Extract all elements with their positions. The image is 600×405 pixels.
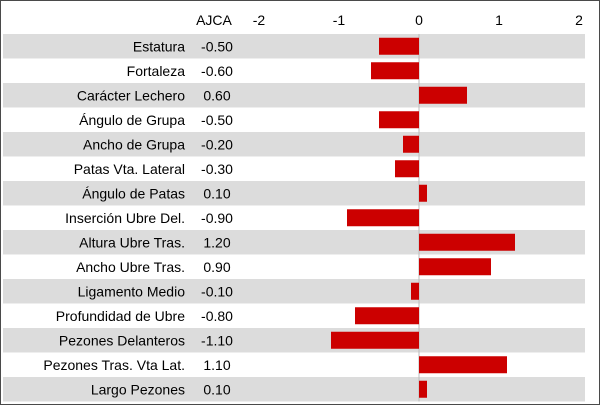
- trait-label: Ángulo de Grupa: [79, 112, 185, 128]
- value-label: -0.60: [201, 63, 233, 79]
- trait-label: Ancho de Grupa: [83, 136, 185, 152]
- bar: [379, 111, 419, 129]
- value-label: -0.90: [201, 210, 233, 226]
- value-label: 0.10: [203, 185, 230, 201]
- x-tick-label: -2: [253, 12, 266, 28]
- row-band: [3, 181, 585, 206]
- bar: [379, 37, 419, 55]
- x-tick-label: 2: [575, 12, 583, 28]
- row-band: [3, 34, 585, 59]
- bar: [347, 209, 419, 227]
- row-band: [3, 328, 585, 353]
- bar: [395, 160, 419, 178]
- bars: [331, 37, 515, 398]
- bar: [419, 258, 491, 276]
- trait-label: Estatura: [133, 38, 185, 54]
- bar: [419, 233, 515, 251]
- value-label: -0.10: [201, 283, 233, 299]
- trait-label: Largo Pezones: [91, 381, 185, 397]
- row-band: [3, 107, 585, 132]
- trait-label: Fortaleza: [127, 63, 186, 79]
- bar: [403, 135, 419, 153]
- trait-label: Altura Ubre Tras.: [79, 234, 185, 250]
- trait-label: Pezones Tras. Vta Lat.: [43, 357, 185, 373]
- x-tick-label: 0: [415, 12, 423, 28]
- bar: [355, 307, 419, 325]
- value-label: 0.90: [203, 259, 230, 275]
- value-labels: -0.50 -0.60 0.60 -0.50 -0.20 -0.30 0.10 -0.90 1.…: [201, 38, 233, 397]
- trait-label: Ángulo de Patas: [82, 185, 185, 201]
- trait-labels: Estatura Fortaleza Carácter Lechero Ángulo …: [43, 38, 185, 397]
- row-band: [3, 205, 585, 230]
- value-label: 1.10: [203, 357, 230, 373]
- value-label: 0.10: [203, 381, 230, 397]
- row-band: [3, 279, 585, 304]
- value-column-header: AJCA: [196, 12, 232, 28]
- value-label: 1.20: [203, 234, 230, 250]
- trait-label: Pezones Delanteros: [59, 332, 185, 348]
- trait-label: Patas Vta. Lateral: [74, 161, 185, 177]
- x-tick-label: -1: [333, 12, 346, 28]
- bar: [419, 86, 467, 104]
- trait-label: Ancho Ubre Tras.: [76, 259, 185, 275]
- value-label: -0.20: [201, 136, 233, 152]
- value-label: -1.10: [201, 332, 233, 348]
- row-band: [3, 303, 585, 328]
- trait-label: Inserción Ubre Del.: [65, 210, 185, 226]
- bar: [419, 380, 427, 398]
- value-label: 0.60: [203, 87, 230, 103]
- bar: [411, 282, 419, 300]
- value-label: -0.80: [201, 308, 233, 324]
- row-band: [3, 58, 585, 83]
- x-axis-ticks: -2 -1 0 1 2: [253, 12, 583, 28]
- trait-label: Carácter Lechero: [77, 87, 185, 103]
- row-bands: [3, 34, 585, 402]
- value-label: -0.50: [201, 112, 233, 128]
- value-label: -0.30: [201, 161, 233, 177]
- bar: [331, 331, 419, 349]
- row-band: [3, 83, 585, 108]
- bar: [419, 184, 427, 202]
- bar: [371, 62, 419, 80]
- trait-label: Profundidad de Ubre: [56, 308, 185, 324]
- row-band: [3, 377, 585, 402]
- bar: [419, 356, 507, 374]
- row-band: [3, 156, 585, 181]
- x-tick-label: 1: [495, 12, 503, 28]
- value-label: -0.50: [201, 38, 233, 54]
- trait-label: Ligamento Medio: [78, 283, 186, 299]
- row-band: [3, 132, 585, 157]
